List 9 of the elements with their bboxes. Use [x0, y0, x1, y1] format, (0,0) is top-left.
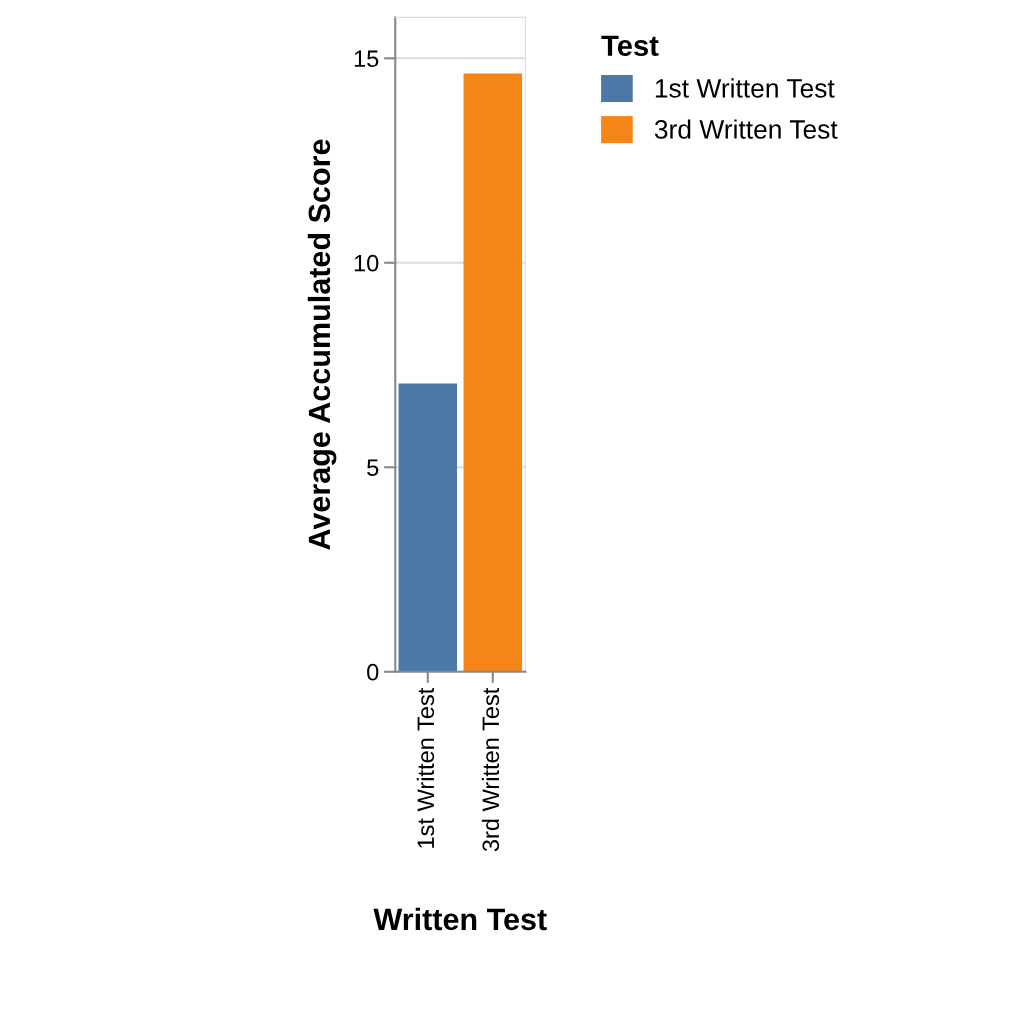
x-axis-title: Written Test [373, 907, 547, 931]
y-tick-label: 5 [367, 459, 379, 477]
legend-title: Test [601, 35, 659, 57]
y-axis-title: Average Accumulated Score [307, 139, 337, 550]
legend-label: 3rd Written Test [654, 119, 838, 139]
y-tick-label: 10 [354, 254, 379, 272]
y-tick-label: 15 [354, 50, 379, 68]
legend-label: 1st Written Test [655, 78, 835, 98]
y-tick-label: 0 [367, 663, 379, 681]
